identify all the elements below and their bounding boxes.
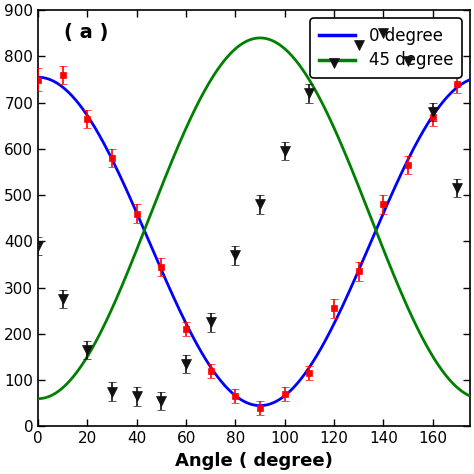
Text: ( a ): ( a ) bbox=[64, 23, 109, 42]
Legend: 0 degree, 45 degree: 0 degree, 45 degree bbox=[310, 18, 462, 78]
X-axis label: Angle ( degree): Angle ( degree) bbox=[175, 452, 333, 470]
